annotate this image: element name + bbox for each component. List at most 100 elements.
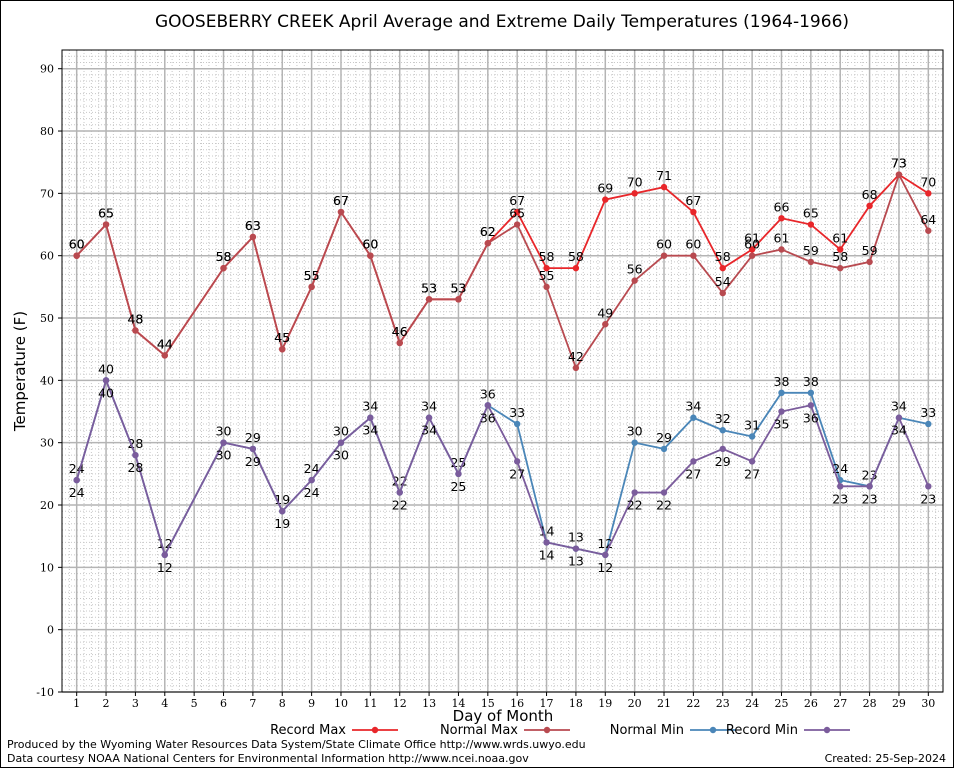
data-point <box>719 427 726 434</box>
data-label: 28 <box>127 436 143 451</box>
data-point <box>807 402 815 409</box>
data-point <box>161 551 168 559</box>
data-label: 34 <box>362 399 378 414</box>
x-axis-label: Day of Month <box>453 707 554 725</box>
data-label: 53 <box>421 280 437 295</box>
data-label: 65 <box>803 206 819 221</box>
data-label: 40 <box>98 385 114 400</box>
data-label: 13 <box>568 554 584 569</box>
data-label: 22 <box>627 498 643 513</box>
data-label: 33 <box>920 405 936 420</box>
data-label: 56 <box>627 262 643 277</box>
data-point <box>543 283 550 291</box>
data-point <box>484 240 492 247</box>
data-point <box>337 439 345 446</box>
data-point <box>337 208 345 216</box>
data-point <box>572 545 580 552</box>
data-point <box>748 433 756 440</box>
data-label: 62 <box>480 224 496 239</box>
data-label: 58 <box>832 249 848 264</box>
data-label: 70 <box>627 174 643 189</box>
x-tick-label: 18 <box>569 697 583 710</box>
y-tick-label: 30 <box>40 437 54 450</box>
data-label: 24 <box>832 461 848 476</box>
y-tick-label: 90 <box>40 63 54 76</box>
data-label: 70 <box>920 174 936 189</box>
data-label: 45 <box>274 330 290 345</box>
data-point <box>660 183 668 191</box>
data-point <box>660 489 668 496</box>
legend-item: Record Max <box>270 723 398 738</box>
data-point <box>279 345 286 353</box>
data-label: 44 <box>157 336 173 351</box>
data-point <box>132 327 139 334</box>
data-label: 58 <box>539 249 555 264</box>
legend-item: Record Min <box>726 723 850 738</box>
x-tick-label: 7 <box>249 697 256 710</box>
data-point <box>778 408 785 415</box>
data-label: 23 <box>862 491 878 506</box>
data-label: 58 <box>568 249 584 264</box>
data-label: 67 <box>509 193 525 208</box>
data-label: 14 <box>539 547 555 562</box>
data-label: 61 <box>744 230 760 245</box>
legend-label: Record Min <box>726 723 798 738</box>
data-label: 42 <box>568 349 584 364</box>
data-label: 68 <box>862 187 878 202</box>
data-label: 30 <box>333 448 349 463</box>
x-tick-label: 21 <box>657 697 671 710</box>
data-label: 30 <box>216 448 232 463</box>
x-tick-label: 5 <box>191 697 198 710</box>
data-point <box>778 246 785 253</box>
data-point <box>837 246 844 253</box>
data-label: 58 <box>216 249 232 264</box>
data-point <box>513 458 521 465</box>
data-label: 40 <box>98 361 114 376</box>
data-point <box>837 483 844 490</box>
data-label: 59 <box>862 243 878 258</box>
data-point <box>631 489 638 496</box>
data-label: 65 <box>98 206 114 221</box>
data-label: 22 <box>392 498 408 513</box>
data-label: 36 <box>480 410 496 425</box>
data-point <box>513 221 521 228</box>
x-tick-label: 17 <box>540 697 554 710</box>
data-label: 27 <box>685 466 701 481</box>
legend-label: Normal Min <box>610 723 684 738</box>
series-normal-max: 60 65 48 44 58 63 45 55 67 60 46 53 53 62 65 55 42 49 56 60… <box>69 156 936 372</box>
x-tick-label: 15 <box>481 697 495 710</box>
data-label: 35 <box>774 417 790 432</box>
data-label: 25 <box>450 479 466 494</box>
data-point <box>778 389 785 397</box>
x-tick-label: 13 <box>422 697 436 710</box>
x-tick-label: 28 <box>863 697 877 710</box>
data-label: 58 <box>216 249 232 264</box>
data-point <box>249 445 257 453</box>
data-point <box>279 508 286 515</box>
data-point <box>455 296 462 303</box>
data-label: 53 <box>450 280 466 295</box>
data-point <box>895 171 903 178</box>
data-point <box>748 252 756 259</box>
data-label: 54 <box>715 274 731 289</box>
legend-marker <box>543 726 551 734</box>
x-tick-label: 26 <box>804 697 818 710</box>
legend-marker <box>823 726 831 734</box>
data-label: 73 <box>891 156 907 171</box>
data-label: 29 <box>245 430 261 445</box>
data-label: 34 <box>421 423 437 438</box>
data-point <box>925 420 932 428</box>
data-point <box>631 190 638 197</box>
y-tick-label: 60 <box>40 250 54 263</box>
data-point <box>602 196 609 203</box>
data-point <box>367 414 374 421</box>
data-label: 60 <box>744 237 760 252</box>
data-point <box>396 339 403 347</box>
legend: Record Max Normal Max Normal Min Record Min <box>270 723 850 738</box>
data-label: 55 <box>539 268 555 283</box>
legend-label: Record Max <box>270 723 346 738</box>
footer-data-courtesy: Data courtesy NOAA National Centers for … <box>7 752 529 765</box>
data-point <box>455 470 462 478</box>
